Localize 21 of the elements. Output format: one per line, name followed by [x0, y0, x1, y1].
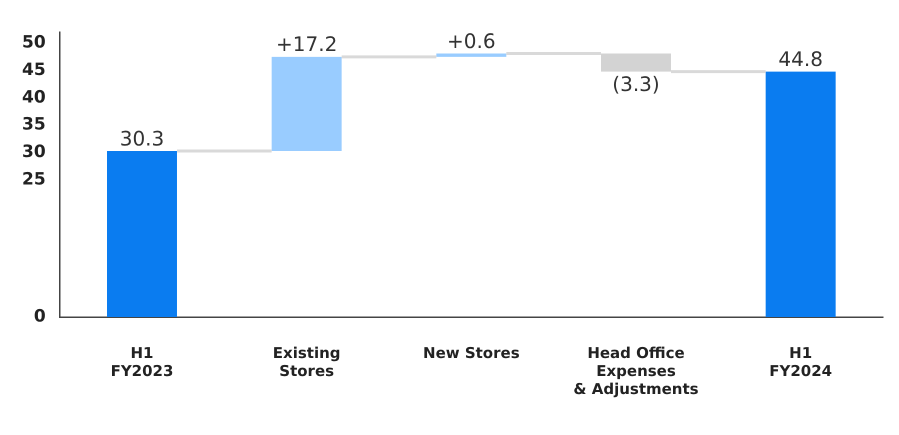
y-tick-label: 50 [22, 32, 46, 53]
bar [107, 151, 177, 317]
x-tick-label: H1 FY2024 [769, 344, 832, 380]
data-label: (3.3) [612, 72, 660, 96]
y-tick-label: 0 [34, 306, 46, 326]
data-label: 44.8 [778, 46, 823, 71]
data-label: +17.2 [276, 32, 338, 56]
y-tick-label: 40 [22, 87, 46, 108]
bar [766, 72, 836, 317]
x-tick-label: H1 FY2023 [110, 344, 174, 380]
y-tick-label: 25 [22, 170, 46, 190]
y-tick-label: 45 [22, 60, 46, 80]
data-label: 30.3 [120, 126, 164, 150]
x-tick-label: New Stores [423, 344, 520, 362]
y-tick-label: 30 [22, 142, 46, 162]
y-tick-label: 35 [22, 114, 46, 135]
x-tick-label: Head Office Expenses & Adjustments [573, 344, 699, 398]
data-label: +0.6 [447, 28, 496, 53]
x-tick-label: Existing Stores [272, 344, 341, 380]
bar [272, 56, 342, 152]
bar [436, 54, 506, 57]
